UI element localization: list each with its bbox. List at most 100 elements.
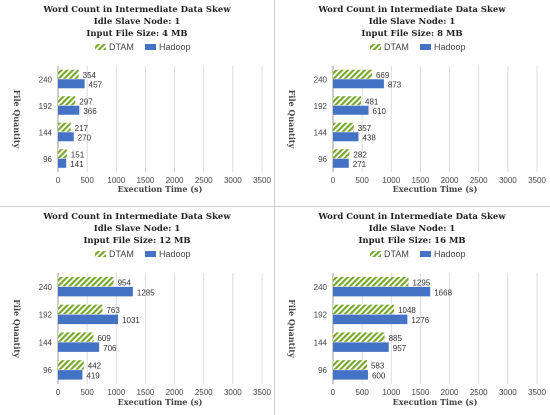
x-tick-label: 0 — [56, 388, 61, 397]
data-label: 151 — [71, 150, 85, 159]
chart-panel-4mb: Word Count in Intermediate Data Skew Idle… — [0, 0, 275, 207]
data-label: 763 — [106, 306, 120, 315]
chart-title-line: Idle Slave Node: 1 — [369, 17, 456, 27]
bar-dtam — [58, 96, 76, 106]
x-tick-label: 1000 — [382, 388, 400, 397]
data-label: 481 — [365, 97, 379, 106]
y-category-label: 192 — [39, 102, 53, 111]
data-label: 885 — [389, 334, 403, 343]
legend-swatch-hadoop — [420, 251, 431, 257]
chart-title-line: Word Count in Intermediate Data Skew — [317, 212, 506, 222]
chart-title-line: Input File Size: 8 MB — [361, 29, 462, 39]
bar-hadoop — [58, 105, 80, 115]
data-label: 873 — [388, 80, 402, 89]
bar-hadoop — [58, 342, 100, 352]
data-label: 217 — [75, 124, 89, 133]
legend-swatch-dtam — [95, 251, 106, 257]
x-tick-label: 2500 — [470, 388, 488, 397]
bar-dtam — [58, 304, 103, 315]
x-axis-title: Execution Time (s) — [393, 397, 478, 407]
data-label: 1295 — [412, 278, 430, 287]
data-label: 600 — [372, 372, 386, 381]
y-axis-title: File Quantity — [12, 299, 22, 358]
y-axis-title: File Quantity — [12, 90, 22, 149]
y-category-label: 192 — [39, 311, 53, 320]
legend-swatch-dtam — [95, 44, 106, 50]
y-category-label: 240 — [39, 283, 53, 292]
x-tick-label: 2000 — [441, 388, 459, 397]
data-label: 442 — [88, 362, 102, 371]
y-axis-title: File Quantity — [287, 90, 297, 149]
bar-hadoop — [58, 158, 67, 168]
y-category-label: 96 — [43, 366, 52, 375]
y-category-label: 96 — [318, 366, 327, 375]
bar-dtam — [333, 149, 350, 159]
x-tick-label: 1500 — [137, 176, 155, 185]
data-label: 457 — [89, 80, 103, 89]
chart-title-line: Word Count in Intermediate Data Skew — [317, 5, 506, 15]
bar-dtam — [333, 122, 354, 132]
y-category-label: 144 — [39, 128, 53, 137]
data-label: 438 — [363, 133, 377, 142]
chart-svg-12mb: Word Count in Intermediate Data Skew Idle… — [12, 212, 271, 407]
bar-hadoop — [333, 286, 431, 297]
legend-label-dtam: DTAM — [109, 42, 134, 52]
bar-hadoop — [333, 158, 349, 168]
x-tick-label: 3500 — [528, 176, 546, 185]
legend-label-hadoop: Hadoop — [434, 249, 466, 259]
x-tick-label: 3500 — [253, 388, 271, 397]
x-tick-label: 3000 — [499, 176, 517, 185]
x-axis-title: Execution Time (s) — [118, 184, 203, 194]
x-tick-label: 2000 — [166, 388, 184, 397]
data-label: 1048 — [398, 306, 416, 315]
legend-swatch-dtam — [370, 44, 381, 50]
x-tick-label: 1500 — [412, 388, 430, 397]
x-tick-label: 1000 — [107, 388, 125, 397]
bar-dtam — [333, 304, 395, 315]
bar-dtam — [58, 276, 114, 287]
bar-dtam — [58, 122, 71, 132]
bar-hadoop — [333, 342, 389, 352]
x-tick-label: 1500 — [137, 388, 155, 397]
x-tick-label: 500 — [355, 176, 369, 185]
x-tick-label: 3500 — [528, 388, 546, 397]
x-tick-label: 0 — [331, 176, 336, 185]
x-tick-label: 1000 — [107, 176, 125, 185]
chart-svg-16mb: Word Count in Intermediate Data Skew Idle… — [287, 212, 546, 407]
bar-hadoop — [58, 132, 74, 142]
x-tick-label: 1000 — [382, 176, 400, 185]
bar-dtam — [333, 332, 385, 342]
chart-title-line: Word Count in Intermediate Data Skew — [42, 212, 231, 222]
bar-dtam — [58, 360, 84, 370]
x-tick-label: 0 — [56, 176, 61, 185]
data-label: 583 — [371, 362, 385, 371]
chart-title-line: Idle Slave Node: 1 — [369, 224, 456, 234]
data-label: 1285 — [137, 288, 155, 297]
y-category-label: 96 — [318, 155, 327, 164]
data-label: 271 — [353, 160, 367, 169]
chart-title-line: Idle Slave Node: 1 — [94, 17, 181, 27]
legend-swatch-hadoop — [420, 44, 431, 50]
chart-title-line: Input File Size: 12 MB — [83, 236, 190, 246]
legend-swatch-hadoop — [145, 251, 156, 257]
x-tick-label: 3000 — [224, 176, 242, 185]
chart-panel-16mb: Word Count in Intermediate Data Skew Idle… — [275, 207, 550, 415]
bar-hadoop — [333, 132, 359, 142]
bar-hadoop — [58, 286, 133, 297]
x-axis-title: Execution Time (s) — [393, 184, 478, 194]
y-category-label: 144 — [314, 338, 328, 347]
legend-swatch-dtam — [370, 251, 381, 257]
y-category-label: 192 — [314, 102, 328, 111]
chart-svg-4mb: Word Count in Intermediate Data Skew Idle… — [12, 5, 271, 194]
x-tick-label: 3000 — [499, 388, 517, 397]
bar-hadoop — [333, 105, 369, 115]
bar-dtam — [58, 332, 94, 342]
bar-hadoop — [333, 314, 408, 325]
x-tick-label: 500 — [355, 388, 369, 397]
data-label: 354 — [83, 71, 97, 80]
chart-svg-8mb: Word Count in Intermediate Data Skew Idle… — [287, 5, 546, 194]
x-tick-label: 2500 — [470, 176, 488, 185]
data-label: 366 — [83, 107, 97, 116]
data-label: 609 — [97, 334, 111, 343]
